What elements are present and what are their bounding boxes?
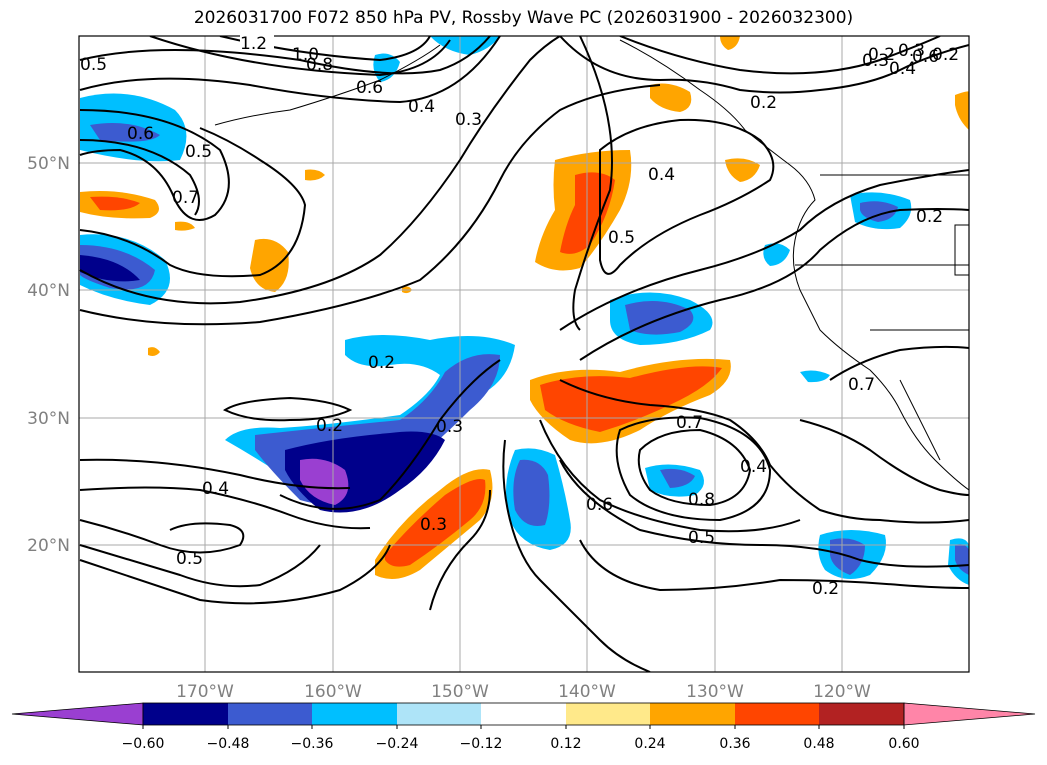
contour-label: 0.2 <box>368 353 395 373</box>
contour-label: 0.2 <box>932 45 959 65</box>
contour-label: 0.2 <box>316 416 343 436</box>
contour-label: 0.4 <box>408 97 435 117</box>
colorbar-extend-low <box>11 702 144 726</box>
contour-label: 0.5 <box>608 228 635 248</box>
colorbar-extend-high <box>903 702 1036 726</box>
coastlines <box>214 39 969 491</box>
colorbar-tick-label: 0.60 <box>888 736 919 752</box>
contour-label: 0.2 <box>868 45 895 65</box>
colorbar-segment <box>735 703 819 725</box>
contour-label: 0.5 <box>176 549 203 569</box>
contour-label: 0.6 <box>586 495 613 515</box>
contour-label: 0.4 <box>889 59 916 79</box>
colorbar-frame <box>142 702 905 726</box>
contour-label: 0.6 <box>356 78 383 98</box>
contour-label: 0.8 <box>306 55 333 75</box>
lat-tick-labels: 50°N 40°N 30°N 20°N <box>27 154 70 556</box>
contour-label: 0.5 <box>688 528 715 548</box>
colorbar-tick-label: −0.12 <box>460 736 503 752</box>
lon-tick-label: 130°W <box>686 682 744 702</box>
graticule <box>79 36 969 672</box>
contour-label: 0.2 <box>750 93 777 113</box>
colorbar-segment <box>143 703 228 725</box>
lon-tick-labels: 170°W 160°W 150°W 140°W 130°W 120°W <box>176 682 871 702</box>
contour-label: 0.4 <box>740 457 767 477</box>
contour-label: 1.2 <box>240 34 267 54</box>
lon-tick-label: 150°W <box>431 682 489 702</box>
contour-label: 0.7 <box>676 413 703 433</box>
contour-label: 0.4 <box>648 165 675 185</box>
contour-label: 0.3 <box>898 41 925 61</box>
lon-tick-label: 170°W <box>176 682 234 702</box>
pv-contours <box>79 36 969 672</box>
colorbar-ticks <box>142 725 905 729</box>
lat-tick-label: 20°N <box>27 536 70 556</box>
contour-label: 0.8 <box>688 490 715 510</box>
lon-tick-label: 160°W <box>304 682 362 702</box>
lat-tick-label: 50°N <box>27 154 70 174</box>
contour-label-group: 1.2 1.0 0.8 0.6 0.5 0.4 0.3 0.2 0.6 0.5 … <box>80 32 959 599</box>
contour-label: 0.2 <box>812 579 839 599</box>
lon-tick-label: 120°W <box>813 682 871 702</box>
colorbar-segment <box>481 703 566 725</box>
colorbar-segment <box>566 703 650 725</box>
colorbar-tick-label: −0.36 <box>291 736 334 752</box>
contour-label: 0.7 <box>848 375 875 395</box>
colorbar-tick-label: 0.36 <box>719 736 750 752</box>
colorbar-tick-label: 0.48 <box>803 736 834 752</box>
map-frame <box>78 35 970 673</box>
map-plot-area <box>79 36 969 672</box>
contour-label: 0.5 <box>185 142 212 162</box>
contour-label: 0.6 <box>127 124 154 144</box>
map-title: 2026031700 F072 850 hPa PV, Rossby Wave … <box>193 8 854 28</box>
colorbar-tick-label: −0.60 <box>122 736 165 752</box>
contour-label: 0.4 <box>202 479 229 499</box>
contour-label: 0.2 <box>916 207 943 227</box>
colorbar-segment <box>228 703 312 725</box>
lat-tick-label: 30°N <box>27 409 70 429</box>
colorbar-segment <box>397 703 481 725</box>
contour-label: 0.6 <box>912 47 939 67</box>
colorbar-tick-label: 0.12 <box>550 736 581 752</box>
contour-label: 0.3 <box>862 51 889 71</box>
contour-label: 0.3 <box>455 110 482 130</box>
contour-label: 0.7 <box>172 188 199 208</box>
colorbar-tick-label: −0.48 <box>207 736 250 752</box>
contour-label: 1.0 <box>292 45 319 65</box>
colorbar-segment <box>650 703 735 725</box>
colorbar-tick-label: 0.24 <box>634 736 665 752</box>
contour-label: 0.3 <box>420 515 447 535</box>
contour-label: 0.5 <box>80 55 107 75</box>
colorbar-tick-label: −0.24 <box>376 736 419 752</box>
contour-label: 0.3 <box>436 417 463 437</box>
lat-tick-label: 40°N <box>27 281 70 301</box>
colorbar: −0.60 −0.48 −0.36 −0.24 −0.12 0.12 0.24 … <box>11 702 1036 752</box>
colorbar-segment <box>312 703 397 725</box>
colorbar-segment <box>819 703 904 725</box>
lon-tick-label: 140°W <box>558 682 616 702</box>
